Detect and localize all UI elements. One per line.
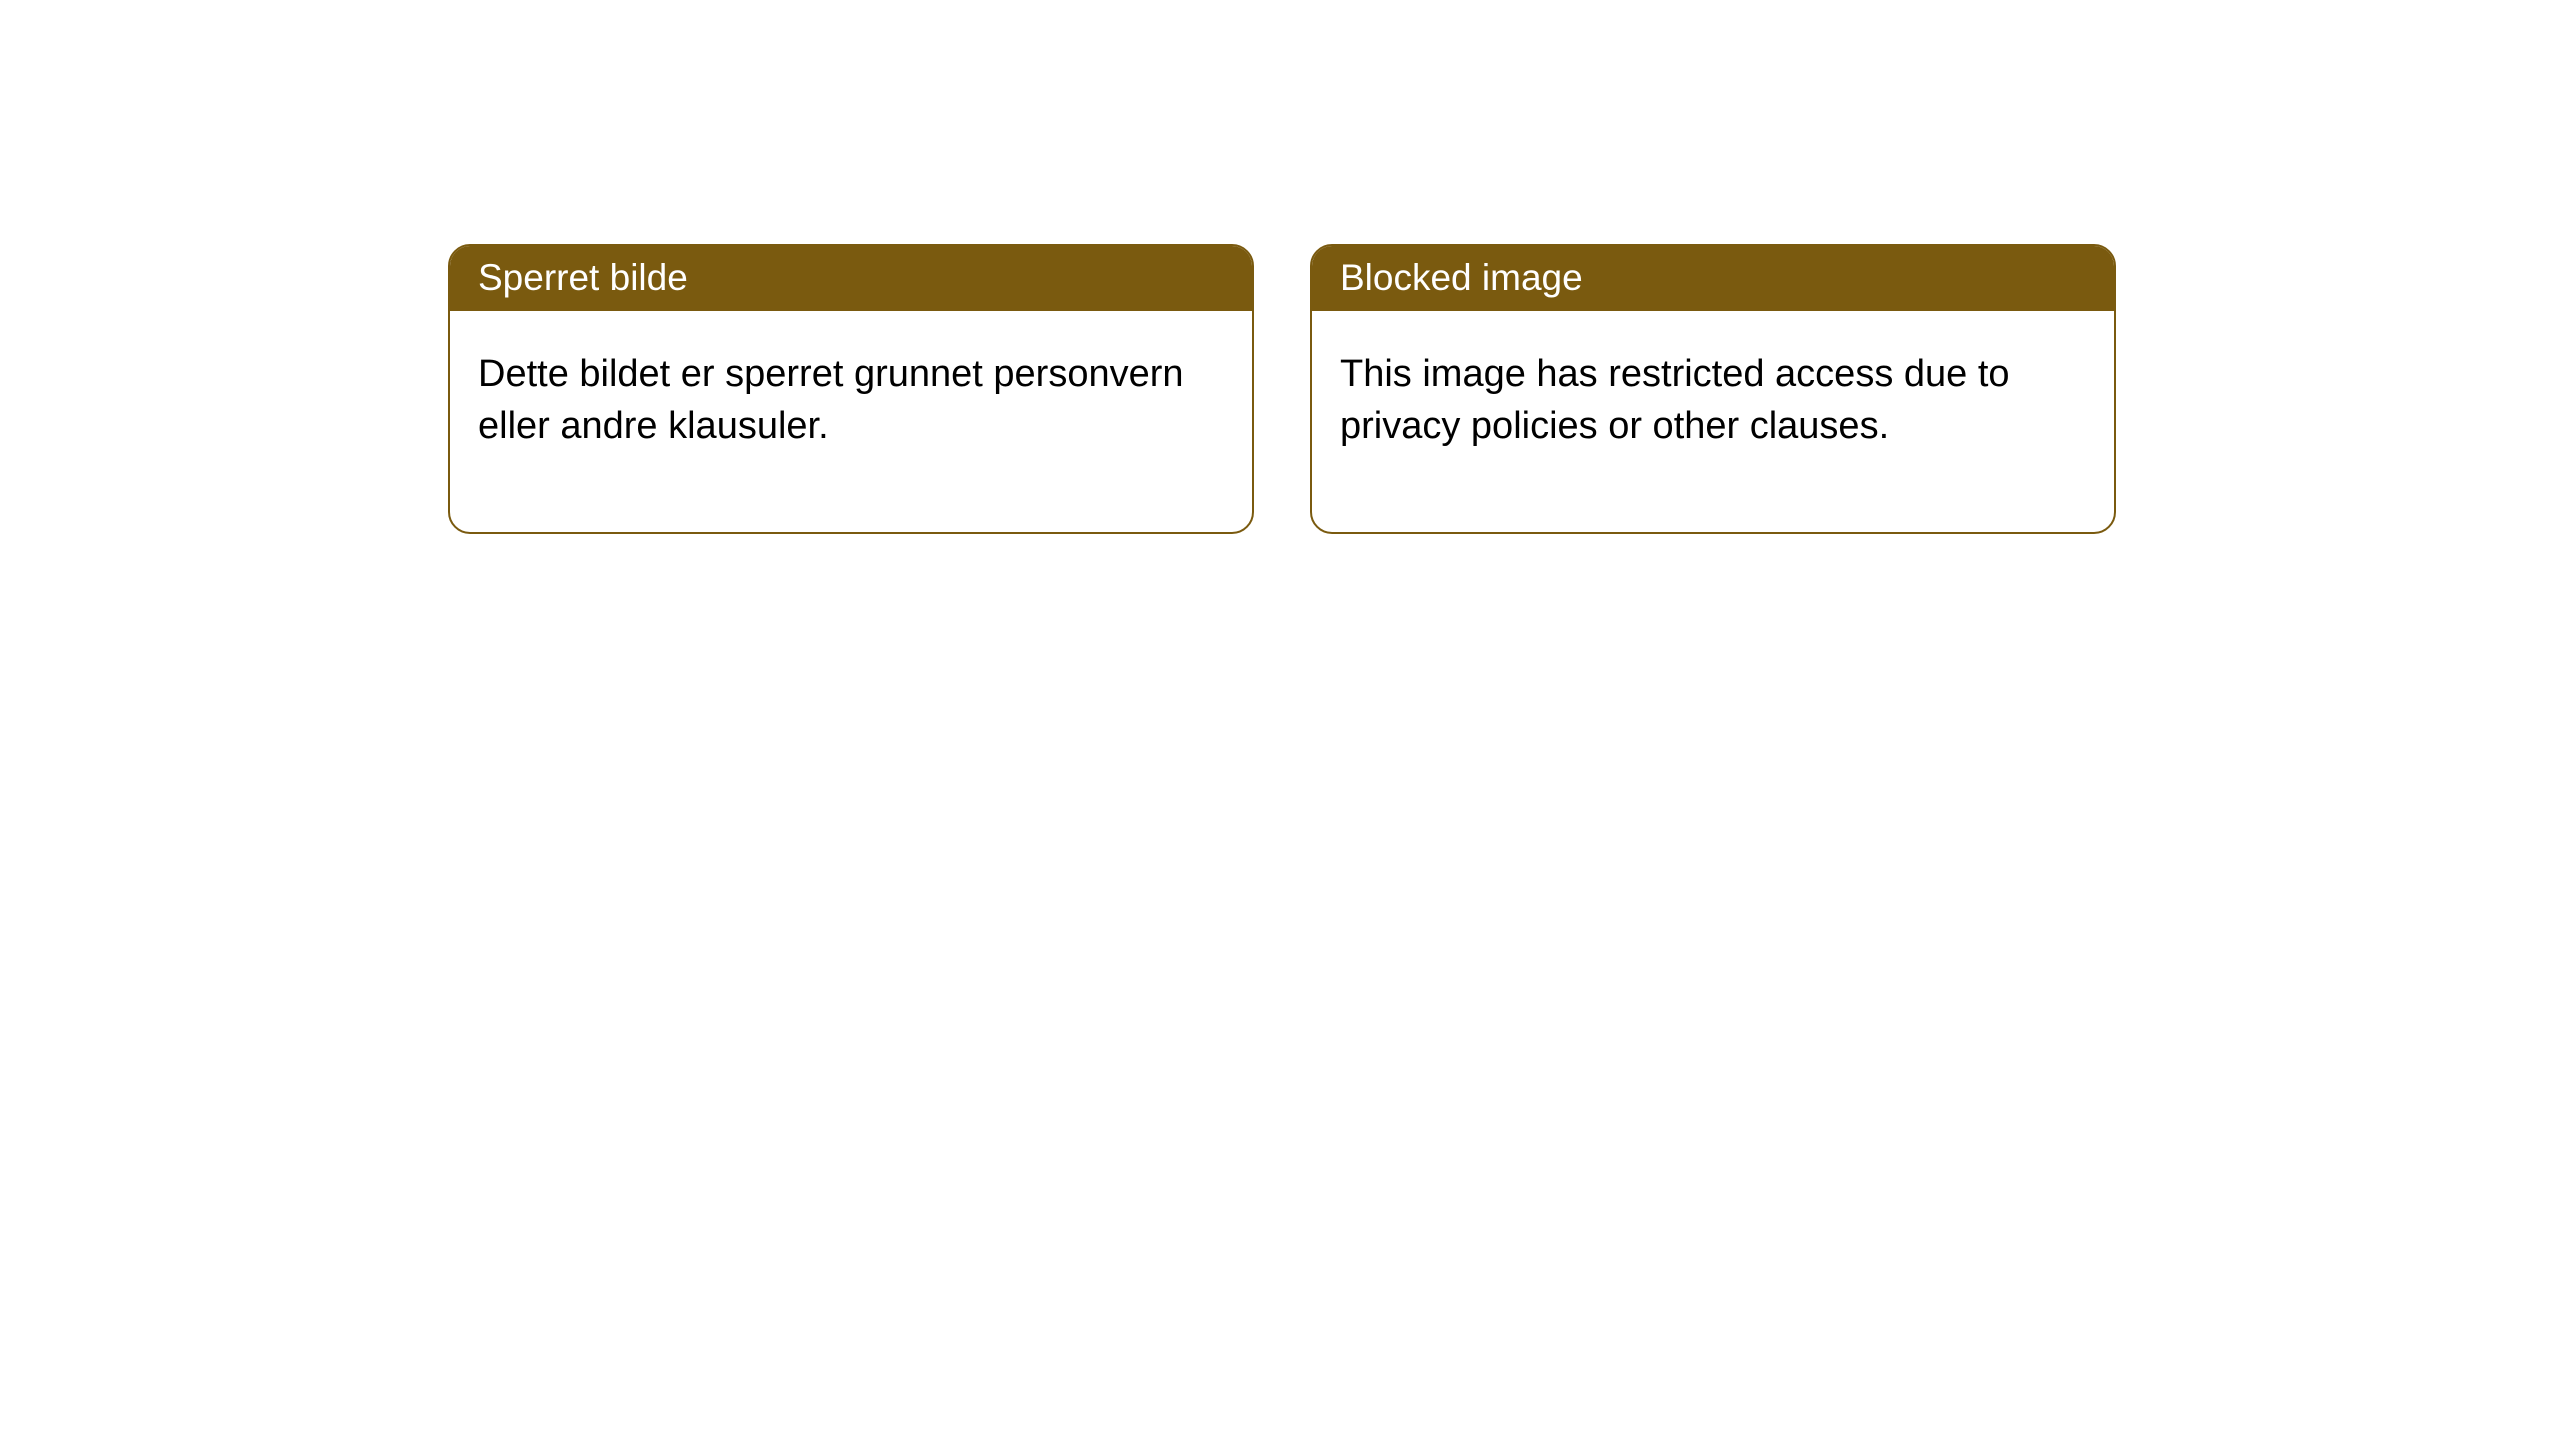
notice-container: Sperret bilde Dette bildet er sperret gr…	[0, 0, 2560, 534]
card-header: Blocked image	[1312, 246, 2114, 311]
card-header: Sperret bilde	[450, 246, 1252, 311]
card-body: This image has restricted access due to …	[1312, 311, 2114, 532]
notice-card-english: Blocked image This image has restricted …	[1310, 244, 2116, 534]
card-body: Dette bildet er sperret grunnet personve…	[450, 311, 1252, 532]
notice-card-norwegian: Sperret bilde Dette bildet er sperret gr…	[448, 244, 1254, 534]
